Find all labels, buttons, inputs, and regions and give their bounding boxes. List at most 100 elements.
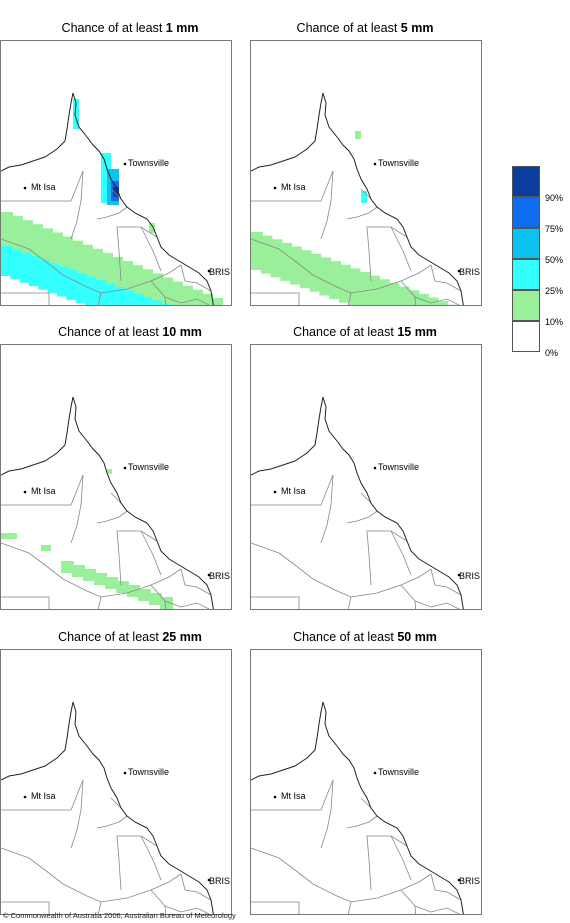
rain-probability-cell xyxy=(211,297,223,305)
district-boundary xyxy=(70,779,84,849)
rain-probability-cell xyxy=(83,569,96,581)
district-boundary xyxy=(97,596,102,609)
district-boundary xyxy=(360,797,372,809)
district-boundary xyxy=(251,238,432,294)
rain-probability-cell xyxy=(149,223,155,233)
east-coastline xyxy=(322,92,464,305)
district-boundary xyxy=(180,873,212,901)
rain-probability-cell xyxy=(378,279,390,305)
queensland-map: Townsville Mt Isa BRIS xyxy=(250,40,482,306)
rain-probability-cell xyxy=(280,242,293,281)
district-boundary xyxy=(390,226,412,272)
mt-isa-marker xyxy=(23,795,27,799)
rain-probability-cell xyxy=(387,282,400,305)
legend-swatch xyxy=(512,290,540,321)
townsville-label: Townsville xyxy=(378,158,420,168)
district-boundary xyxy=(430,873,462,901)
district-boundary xyxy=(116,835,158,891)
panel-title: Chance of at least 50 mm xyxy=(293,630,437,644)
rain-probability-cell xyxy=(181,285,193,305)
panel-title: Chance of at least 15 mm xyxy=(293,325,437,339)
mt-isa-marker xyxy=(273,795,277,799)
legend-label: 90% xyxy=(545,193,564,203)
district-boundary xyxy=(97,292,102,305)
district-boundary xyxy=(251,779,334,811)
district-boundary xyxy=(1,779,84,811)
rain-probability-cell xyxy=(407,290,420,305)
rain-probability-cell xyxy=(138,589,151,601)
mt-isa-marker xyxy=(23,186,27,190)
townsville-label: Townsville xyxy=(128,158,170,168)
district-boundary xyxy=(366,226,408,282)
brisbane-label: BRIS xyxy=(209,876,231,886)
legend-swatch xyxy=(512,197,540,228)
district-boundary xyxy=(430,568,462,596)
district-boundary xyxy=(110,492,122,504)
rain-probability-cell xyxy=(122,290,134,305)
rain-probability-cell xyxy=(140,297,153,305)
rain-probability-cell xyxy=(368,275,381,305)
district-boundary xyxy=(400,889,460,914)
queensland-map: Townsville Mt Isa BRIS xyxy=(0,40,232,306)
rain-probability-cell xyxy=(72,565,85,577)
district-boundary xyxy=(96,815,128,829)
district-boundary xyxy=(70,474,84,544)
legend-label: 10% xyxy=(545,317,564,327)
rain-probability-cell xyxy=(260,235,273,274)
district-boundary xyxy=(110,188,122,200)
rain-probability-cell xyxy=(38,259,50,290)
rain-probability-cell xyxy=(159,303,171,305)
district-boundary xyxy=(180,264,212,292)
legend-label: 25% xyxy=(545,286,564,296)
rain-probability-cell xyxy=(171,281,183,305)
rain-probability-cell xyxy=(361,191,367,203)
rain-probability-cell xyxy=(94,573,107,585)
rain-probability-cell xyxy=(84,276,97,305)
queensland-map: Townsville Mt Isa BRIS xyxy=(0,649,232,915)
mt-isa-label: Mt Isa xyxy=(31,182,56,192)
gulf-coastline xyxy=(251,92,324,172)
mt-isa-marker xyxy=(273,186,277,190)
district-boundary xyxy=(150,889,210,914)
east-coastline xyxy=(322,701,464,914)
district-boundary xyxy=(1,170,84,202)
rain-probability-cell xyxy=(319,257,332,296)
district-boundary xyxy=(1,238,182,294)
district-boundary xyxy=(251,170,334,202)
district-boundary xyxy=(347,596,352,609)
rain-probability-cell xyxy=(61,561,74,573)
rain-probability-cell xyxy=(355,131,361,139)
brisbane-marker xyxy=(207,878,211,882)
district-boundary xyxy=(251,847,432,903)
map-svg xyxy=(1,701,214,914)
townsville-label: Townsville xyxy=(128,462,170,472)
east-coastline xyxy=(72,396,214,609)
district-boundary xyxy=(116,226,158,282)
rain-probability-cell xyxy=(358,272,371,305)
brisbane-label: BRIS xyxy=(459,876,481,886)
gulf-coastline xyxy=(251,701,324,781)
panel-title: Chance of at least 10 mm xyxy=(58,325,202,339)
rain-probability-cell xyxy=(103,283,115,305)
district-boundary xyxy=(1,847,182,903)
district-boundary xyxy=(346,206,378,220)
rain-probability-cell xyxy=(251,232,263,270)
brisbane-marker xyxy=(457,573,461,577)
rain-probability-cell xyxy=(309,253,322,292)
rain-probability-cell xyxy=(19,252,31,283)
mt-isa-label: Mt Isa xyxy=(31,791,56,801)
district-boundary xyxy=(366,835,408,891)
district-boundary xyxy=(150,584,210,609)
townsville-marker xyxy=(123,162,127,166)
map-svg xyxy=(251,92,464,305)
district-boundary xyxy=(360,492,372,504)
legend-swatch xyxy=(512,321,540,352)
rain-probability-cell xyxy=(101,153,111,203)
brisbane-label: BRIS xyxy=(459,267,481,277)
brisbane-label: BRIS xyxy=(209,571,231,581)
east-coastline xyxy=(72,701,214,914)
legend-swatch xyxy=(512,259,540,290)
district-boundary xyxy=(346,510,378,524)
rain-probability-cell xyxy=(161,277,173,305)
rain-probability-cell xyxy=(426,297,439,305)
